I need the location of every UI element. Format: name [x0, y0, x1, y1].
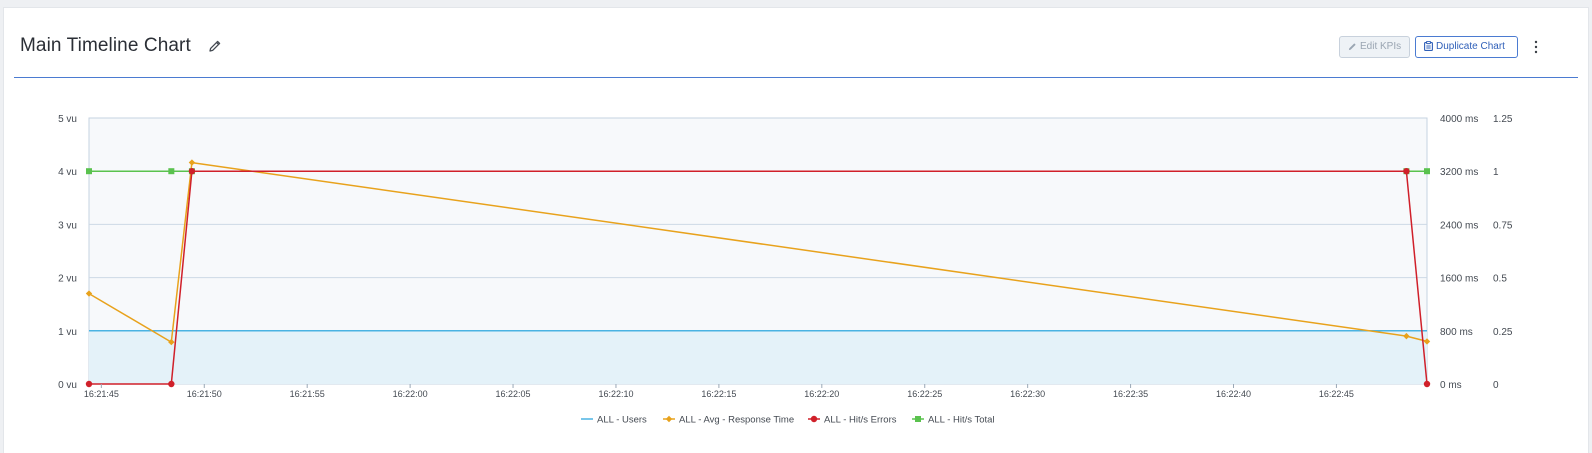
pencil-icon: [1348, 43, 1356, 50]
data-point-square: [915, 416, 921, 422]
data-point-diamond: [188, 159, 196, 166]
y-right-ratio-tick-label: 0.25: [1493, 327, 1513, 338]
y-right-ms-tick-label: 0 ms: [1440, 380, 1462, 391]
chart-header: Main Timeline Chart Edit KPIs Duplicate …: [4, 8, 1588, 78]
legend-item[interactable]: ALL - Users: [581, 415, 647, 426]
y-left-tick-label: 5 vu: [58, 114, 77, 125]
y-right-ms-tick-label: 2400 ms: [1440, 220, 1478, 231]
data-point-circle: [85, 380, 93, 388]
data-point-circle: [1403, 168, 1410, 175]
y-right-ms-tick-label: 1600 ms: [1440, 274, 1478, 285]
edit-kpis-button[interactable]: Edit KPIs: [1339, 36, 1410, 58]
x-tick-label: 16:22:25: [907, 389, 942, 399]
x-tick-label: 16:22:10: [598, 389, 633, 399]
x-tick-label: 16:21:55: [290, 389, 325, 399]
data-point-circle: [1423, 380, 1431, 388]
legend-item[interactable]: ALL - Hit/s Total: [912, 415, 995, 426]
legend-item[interactable]: ALL - Avg - Response Time: [663, 415, 794, 426]
chart-title: Main Timeline Chart: [20, 35, 191, 56]
duplicate-chart-button[interactable]: Duplicate Chart: [1415, 36, 1518, 58]
y-left-tick-label: 4 vu: [58, 167, 77, 178]
data-point-circle: [810, 415, 818, 423]
y-left-tick-label: 0 vu: [58, 380, 77, 391]
y-left-tick-label: 1 vu: [58, 327, 77, 338]
legend-label: ALL - Hit/s Errors: [824, 415, 897, 426]
legend-label: ALL - Hit/s Total: [928, 415, 995, 426]
series-area-users: [89, 330, 1427, 384]
data-point-diamond: [1403, 332, 1410, 340]
x-tick-label: 16:22:15: [701, 389, 736, 399]
y-right-ratio-tick-label: 0: [1493, 380, 1499, 391]
data-point-diamond: [85, 290, 93, 297]
data-point-diamond: [665, 415, 673, 423]
data-point-circle: [188, 168, 196, 175]
pencil-icon[interactable]: [208, 39, 222, 53]
data-point-square: [1424, 168, 1430, 175]
x-tick-label: 16:22:30: [1010, 389, 1045, 399]
y-right-ratio-tick-label: 1: [1493, 167, 1499, 178]
x-tick-label: 16:22:40: [1216, 389, 1251, 399]
y-right-ms-tick-label: 3200 ms: [1440, 167, 1478, 178]
edit-kpis-label: Edit KPIs: [1360, 41, 1402, 52]
y-left-tick-label: 3 vu: [58, 220, 77, 231]
x-tick-label: 16:22:20: [804, 389, 839, 399]
y-right-ratio-tick-label: 0.75: [1493, 220, 1513, 231]
duplicate-chart-label: Duplicate Chart: [1436, 41, 1505, 52]
clipboard-icon: [1424, 41, 1433, 52]
x-tick-label: 16:22:05: [496, 389, 531, 399]
y-right-ratio-tick-label: 1.25: [1493, 114, 1513, 125]
x-tick-label: 16:22:45: [1319, 389, 1354, 399]
legend-label: ALL - Avg - Response Time: [679, 415, 794, 426]
data-point-diamond: [168, 338, 175, 346]
y-right-ms-tick-label: 4000 ms: [1440, 114, 1478, 125]
x-tick-label: 16:22:00: [393, 389, 428, 399]
y-right-ratio-tick-label: 0.5: [1493, 274, 1507, 285]
more-options-icon[interactable]: [1530, 38, 1542, 56]
x-tick-label: 16:21:50: [187, 389, 222, 399]
data-point-square: [168, 168, 175, 175]
legend-item[interactable]: ALL - Hit/s Errors: [808, 415, 897, 426]
x-tick-label: 16:22:35: [1113, 389, 1148, 399]
data-point-diamond: [1423, 338, 1431, 345]
data-point-circle: [168, 380, 175, 388]
y-right-ms-tick-label: 800 ms: [1440, 327, 1473, 338]
x-tick-label: 16:21:45: [84, 389, 119, 399]
data-point-square: [86, 168, 92, 175]
legend-label: ALL - Users: [597, 415, 647, 426]
y-left-tick-label: 2 vu: [58, 274, 77, 285]
header-divider: [14, 77, 1578, 78]
